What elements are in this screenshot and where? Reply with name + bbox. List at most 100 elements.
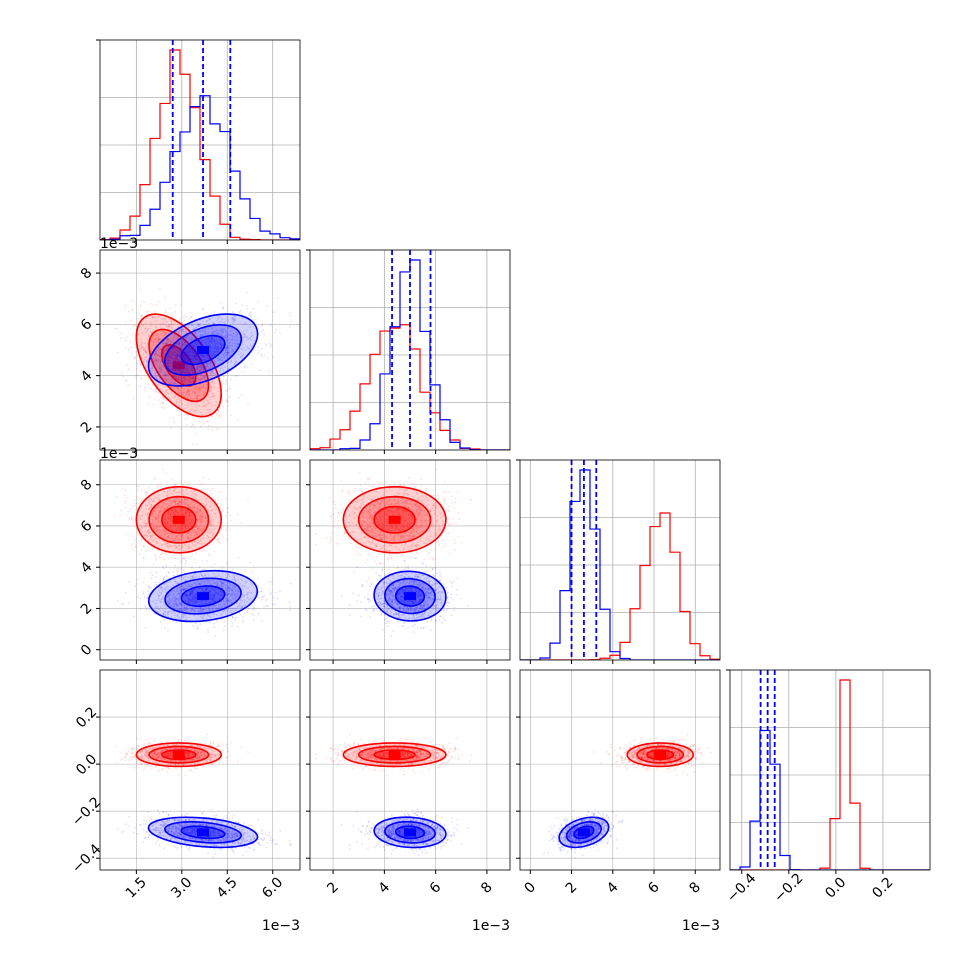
red-sample-point [189, 410, 191, 413]
red-sample-point [167, 513, 169, 516]
red-sample-point [181, 526, 184, 529]
blue-sample-point [185, 608, 188, 611]
blue-sample-point [165, 582, 167, 585]
blue-sample-point [156, 607, 159, 610]
red-sample-point [158, 365, 161, 367]
red-sample-point [142, 545, 145, 548]
red-sample-point [178, 353, 181, 356]
red-sample-point [150, 534, 153, 537]
blue-sample-point [209, 595, 212, 597]
red-sample-point [187, 547, 190, 550]
blue-sample-point [192, 376, 194, 379]
blue-sample-point [236, 336, 239, 339]
blue-sample-point [158, 372, 161, 374]
blue-sample-point [209, 592, 211, 595]
blue-sample-point [212, 604, 215, 607]
red-sample-point [212, 524, 214, 527]
red-sample-point [196, 394, 199, 397]
red-sample-point [152, 303, 155, 306]
blue-sample-point [207, 574, 210, 577]
red-sample-point [154, 553, 157, 556]
blue-sample-point [201, 589, 204, 592]
red-sample-point [201, 559, 204, 562]
red-sample-point [165, 520, 168, 523]
blue-sample-point [231, 568, 234, 571]
blue-sample-point [214, 351, 216, 353]
red-sample-point [169, 515, 171, 517]
blue-sample-point [220, 606, 223, 609]
blue-sample-point [242, 330, 245, 333]
blue-sample-point [219, 321, 222, 324]
blue-sample-point [172, 352, 175, 354]
red-sample-point [140, 338, 143, 341]
blue-sample-point [217, 322, 220, 324]
red-sample-point [127, 383, 130, 386]
blue-sample-point [235, 595, 237, 598]
red-sample-point [174, 545, 176, 548]
blue-sample-point [181, 588, 184, 591]
blue-sample-point [226, 594, 229, 597]
red-sample-point [141, 357, 144, 360]
red-sample-point [180, 535, 183, 538]
red-sample-point [193, 504, 196, 507]
red-sample-point [144, 327, 147, 330]
red-sample-point [171, 368, 173, 370]
red-sample-point [169, 361, 172, 364]
red-sample-point [209, 521, 212, 524]
panel-plot-area [100, 40, 300, 240]
blue-sample-point [180, 601, 183, 604]
blue-sample-point [230, 607, 232, 610]
blue-sample-point [178, 586, 181, 589]
red-sample-point [182, 524, 185, 527]
red-sample-point [174, 382, 177, 384]
blue-density-peak [197, 346, 210, 354]
red-sample-point [193, 541, 196, 544]
blue-sample-point [193, 576, 196, 579]
blue-sample-point [191, 337, 193, 340]
red-sample-point [148, 531, 151, 534]
blue-sample-point [225, 597, 228, 599]
blue-sample-point [231, 317, 233, 320]
red-sample-point [186, 350, 189, 352]
blue-sample-point [191, 377, 194, 380]
red-sample-point [153, 354, 156, 357]
blue-sample-point [187, 576, 190, 579]
red-sample-point [154, 357, 157, 360]
blue-sample-point [228, 341, 231, 344]
red-sample-point [178, 341, 181, 344]
red-sample-point [170, 348, 173, 351]
blue-sample-point [210, 587, 213, 590]
red-sample-point [177, 525, 180, 528]
blue-sample-point [235, 339, 238, 342]
blue-sample-point [193, 596, 196, 599]
red-sample-point [164, 378, 166, 381]
blue-sample-point [155, 359, 158, 362]
red-sample-point [144, 522, 146, 525]
red-sample-point [183, 343, 185, 346]
red-sample-point [172, 568, 175, 571]
blue-sample-point [187, 594, 190, 597]
blue-sample-point [191, 598, 194, 601]
red-sample-point [184, 341, 187, 344]
blue-sample-point [159, 601, 162, 603]
red-sample-point [146, 358, 149, 361]
red-sample-point [177, 499, 180, 502]
red-sample-point [143, 356, 146, 358]
blue-sample-point [191, 607, 193, 610]
blue-sample-point [213, 360, 216, 363]
blue-sample-point [234, 618, 237, 621]
blue-sample-point [193, 367, 195, 370]
red-sample-point [186, 417, 189, 420]
red-sample-point [188, 346, 191, 349]
red-sample-point [202, 342, 205, 345]
blue-sample-point [242, 596, 245, 599]
red-sample-point [171, 381, 174, 384]
blue-sample-point [218, 358, 221, 361]
red-sample-point [176, 378, 179, 381]
blue-sample-point [191, 348, 194, 351]
blue-sample-point [191, 583, 194, 586]
blue-sample-point [192, 608, 195, 611]
red-sample-point [181, 507, 184, 510]
red-sample-point [131, 308, 134, 311]
blue-sample-point [189, 347, 192, 350]
